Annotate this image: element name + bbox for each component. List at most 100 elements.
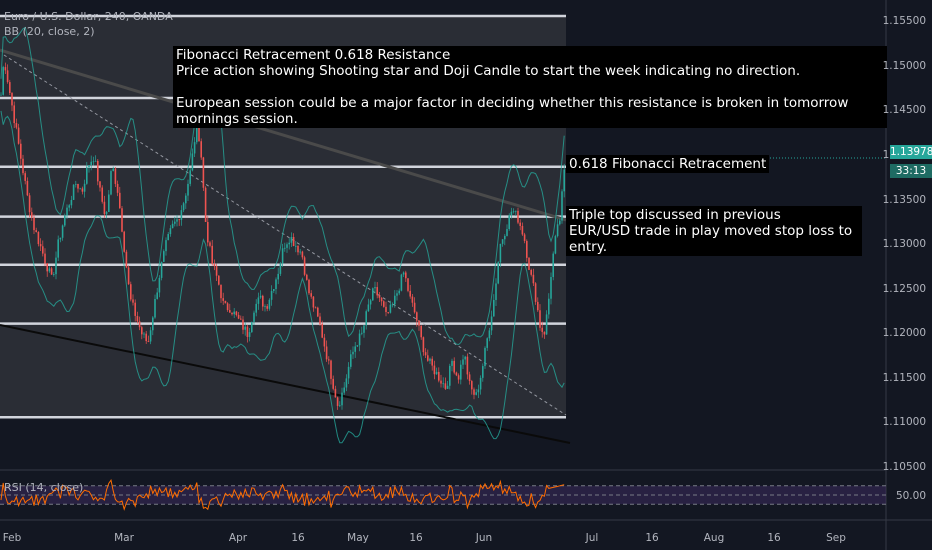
price-tick-label: 1.12000 [882,327,926,340]
price-tick-label: 1.10500 [882,461,926,473]
candle-body [438,371,440,381]
candle-body [136,315,139,322]
candle-body [141,327,143,335]
candle-body [378,295,381,298]
candle-body [339,405,341,407]
trendline-upper [0,48,567,222]
triple-top-note[interactable]: Triple top discussed in previous EUR/USD… [566,206,862,256]
candle-body [4,67,7,71]
bb-indicator-label: BB (20, close, 2) [4,25,95,38]
candle-body [396,293,398,296]
candle-body [354,346,356,352]
candle-body [86,167,88,184]
candle-body [350,354,352,367]
time-tick-label: 16 [291,532,305,544]
candle-body [321,323,323,338]
candle-body [442,383,444,385]
candle-body [255,303,257,313]
candle-body [288,242,290,245]
candle-body [440,380,442,384]
candle-body [548,298,550,315]
candle-body [270,291,273,300]
candle-body [477,389,480,393]
candle-body [479,377,482,390]
candle-body [358,333,361,346]
candle-body [167,234,169,241]
time-tick-label: Mar [114,532,134,544]
candle-body [290,236,293,243]
candle-body [545,314,548,335]
candle-body [400,274,403,291]
candle-body [405,272,407,279]
candle-body [422,337,425,353]
candle-body [180,210,183,220]
candle-body [226,303,229,311]
candle-body [37,232,40,245]
candle-body [517,210,519,223]
candle-body [182,203,185,211]
candle-body [482,366,484,378]
candle-body [92,161,95,163]
fibonacci-resistance-note[interactable]: Fibonacci Retracement 0.618 Resistance P… [173,46,887,128]
candle-body [295,245,297,247]
candle-body [9,82,11,94]
candle-body [39,244,42,247]
candle-body [466,356,469,375]
candle-body [244,326,246,330]
candle-body [42,246,44,254]
candle-body [259,295,262,298]
candle-body [383,301,385,307]
price-tick-label: 1.15500 [882,15,926,28]
candle-body [174,221,176,224]
candle-body [24,173,26,181]
candle-body [301,251,304,258]
countdown-tag: 33:13 [890,164,932,178]
candle-body [253,312,255,322]
candle-body [169,228,172,235]
candle-body [15,123,18,128]
candle-body [497,262,499,284]
candle-body [332,378,334,389]
candle-body [435,371,438,375]
candle-body [81,188,84,192]
candle-body [543,331,546,335]
candle-body [138,321,141,328]
candle-body [334,388,337,398]
candle-body [541,327,543,332]
candle-body [336,397,339,406]
candle-body [33,217,35,231]
candle-body [35,230,37,233]
time-tick-label: Sep [826,532,846,544]
candle-body [534,283,537,302]
candle-body [446,385,449,389]
candle-body [0,94,2,96]
candle-body [160,261,163,278]
candle-body [171,223,174,229]
candle-body [224,300,227,304]
candle-body [286,244,288,248]
candle-body [457,375,460,380]
candle-body [277,273,279,280]
candle-body [262,295,264,307]
fibonacci-retracement-note[interactable]: 0.618 Fibonacci Retracement [566,155,770,173]
candle-body [530,269,532,275]
candle-body [493,299,495,317]
candle-body [376,287,378,296]
time-tick-label: Feb [2,532,22,544]
candle-body [407,278,409,291]
candle-body [343,387,345,393]
candle-body [468,374,471,382]
candle-body [121,208,123,232]
candle-body [317,307,319,317]
candle-body [198,126,200,142]
candle-body [367,304,370,312]
candle-body [539,310,541,328]
candle-body [486,338,488,348]
candle-body [369,300,372,305]
candle-body [561,191,563,221]
candle-body [28,195,31,213]
candle-body [504,235,506,240]
candle-body [385,306,387,313]
candle-body [114,168,117,184]
candle-body [387,312,389,313]
